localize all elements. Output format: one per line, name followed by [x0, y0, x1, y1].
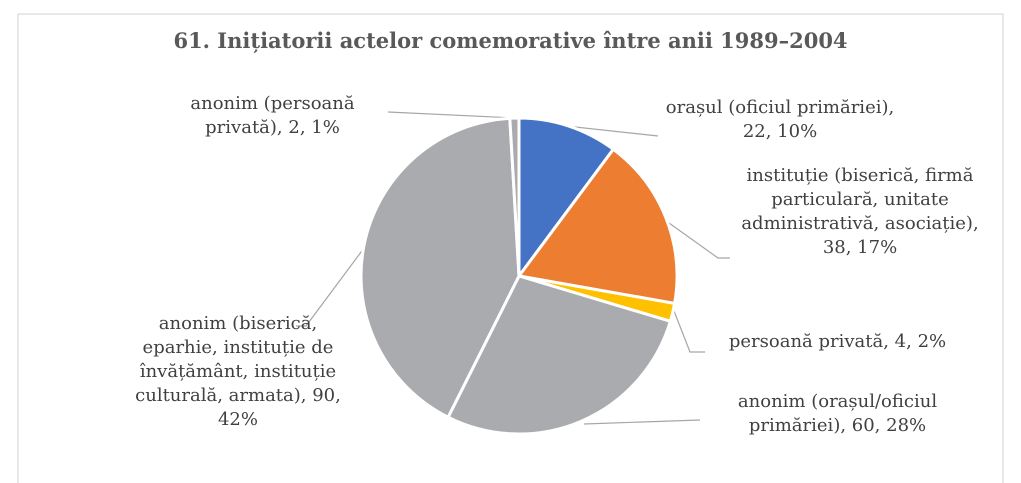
chart-title: 61. Inițiatorii actelor comemorative înt… — [173, 28, 848, 53]
data-label: anonim (orașul/oficiul primăriei), 60, 2… — [737, 391, 938, 436]
data-label: anonim (biserică, eparhie, instituție de… — [135, 313, 341, 430]
leader-line — [387, 111, 517, 119]
leader-line — [565, 125, 659, 137]
leader-line — [661, 217, 730, 259]
leader-line — [673, 310, 705, 353]
frame — [17, 13, 1004, 483]
data-label: anonim (persoană privată), 2, 1% — [190, 93, 355, 138]
leader-line — [296, 239, 371, 327]
pie-slice — [517, 116, 616, 281]
data-label: persoană privată, 4, 2% — [728, 331, 947, 352]
pie-slice — [359, 116, 521, 420]
pie-slice — [508, 116, 521, 277]
pie-slice — [516, 147, 679, 306]
leader-line — [583, 419, 701, 425]
data-label: orașul (oficiul primăriei), 22, 10% — [665, 97, 895, 142]
pie-slice — [446, 274, 673, 436]
data-label: instituție (biserică, firmă particulară,… — [741, 165, 979, 258]
